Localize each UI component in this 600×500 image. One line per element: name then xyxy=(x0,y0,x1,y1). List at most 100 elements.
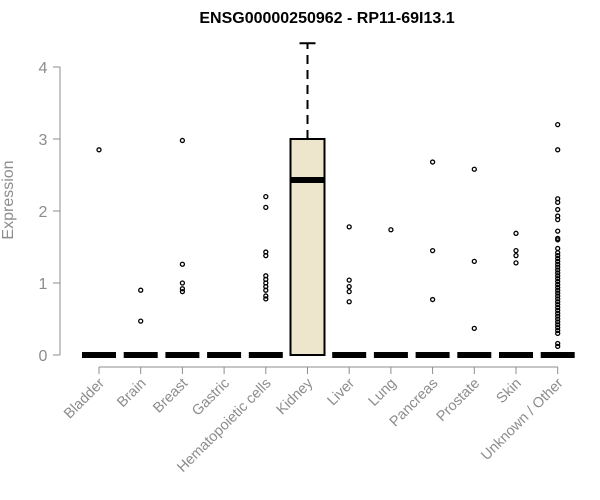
outlier-point xyxy=(346,288,352,295)
outlier-point xyxy=(263,293,269,299)
outlier-point xyxy=(555,267,561,273)
box-group xyxy=(165,137,200,358)
outlier-point xyxy=(555,276,561,282)
outlier-point xyxy=(555,245,561,252)
x-tick-label: Prostate xyxy=(434,376,483,425)
box-group xyxy=(499,230,533,358)
outlier-point xyxy=(555,258,561,265)
outlier-point xyxy=(555,264,561,270)
outlier-point xyxy=(555,327,561,334)
x-tick-label: Kidney xyxy=(274,375,317,418)
box-group xyxy=(82,147,116,358)
outlier-point xyxy=(429,247,436,254)
box-group xyxy=(248,193,283,358)
outlier-point xyxy=(138,318,144,324)
outlier-point xyxy=(513,230,519,236)
outlier-point xyxy=(429,296,436,303)
outlier-point xyxy=(555,299,561,305)
outlier-point xyxy=(555,199,561,206)
outlier-point xyxy=(555,270,561,276)
box-group xyxy=(289,42,326,356)
outlier-point xyxy=(263,287,269,293)
outlier-point xyxy=(555,293,561,299)
outlier-point xyxy=(179,137,186,144)
x-tick-label: Breast xyxy=(150,376,191,417)
outlier-point xyxy=(388,227,394,233)
outlier-point xyxy=(471,325,477,332)
x-tick-label: Liver xyxy=(324,375,358,409)
outlier-point xyxy=(263,193,269,200)
y-tick-label: 4 xyxy=(39,60,48,77)
outlier-point xyxy=(346,299,352,305)
y-tick-label: 2 xyxy=(39,204,48,221)
y-axis-label: Expression xyxy=(0,160,17,239)
x-tick-label: Brain xyxy=(114,376,149,411)
outlier-point xyxy=(555,287,561,293)
iqr-box xyxy=(289,138,326,356)
outlier-point xyxy=(179,286,186,292)
outlier-point xyxy=(555,278,561,285)
outlier-point xyxy=(555,228,561,234)
chart-title: ENSG00000250962 - RP11-69I13.1 xyxy=(199,10,454,27)
outlier-point xyxy=(346,277,352,283)
outlier-point xyxy=(555,261,561,267)
outlier-point xyxy=(555,281,561,288)
box-group xyxy=(373,227,408,358)
outlier-point xyxy=(346,224,352,230)
outlier-point xyxy=(555,307,561,314)
outlier-point xyxy=(179,261,186,267)
plot-area xyxy=(82,42,575,358)
outlier-point xyxy=(555,304,561,311)
outlier-point xyxy=(471,166,477,172)
outlier-point xyxy=(429,159,436,165)
outlier-point xyxy=(555,250,561,256)
outlier-point xyxy=(555,252,561,259)
outlier-point xyxy=(555,206,561,213)
box-group xyxy=(457,166,492,358)
outlier-point xyxy=(555,290,561,296)
outlier-point xyxy=(263,204,269,211)
outlier-point xyxy=(555,322,561,328)
outlier-point xyxy=(263,296,269,302)
box-group xyxy=(332,224,367,358)
outlier-point xyxy=(179,280,186,286)
outlier-point xyxy=(555,324,561,331)
box-group xyxy=(415,159,450,358)
y-tick-label: 0 xyxy=(39,348,48,365)
outlier-point xyxy=(138,287,144,293)
outlier-point xyxy=(555,237,561,243)
outlier-point xyxy=(555,330,561,337)
outlier-point xyxy=(555,319,561,325)
outlier-point xyxy=(263,252,269,259)
box-group xyxy=(123,287,158,358)
outlier-point xyxy=(555,284,561,290)
x-tick-label: Lung xyxy=(366,376,400,410)
outlier-point xyxy=(513,260,519,266)
outlier-point xyxy=(555,301,561,308)
outlier-point xyxy=(513,252,519,259)
outlier-point xyxy=(555,310,561,316)
x-tick-label: Bladder xyxy=(61,375,108,422)
outlier-point xyxy=(555,340,561,347)
outlier-point xyxy=(471,258,477,265)
outlier-point xyxy=(96,147,102,153)
outlier-point xyxy=(179,288,186,295)
outlier-point xyxy=(555,296,561,302)
outlier-point xyxy=(555,121,561,128)
outlier-point xyxy=(555,216,561,223)
outlier-point xyxy=(346,283,352,290)
box-group xyxy=(540,121,575,358)
outlier-point xyxy=(555,316,561,322)
x-tick-label: Skin xyxy=(494,376,525,407)
y-tick-label: 3 xyxy=(39,132,48,149)
outlier-point xyxy=(555,343,561,350)
outlier-point xyxy=(555,255,561,262)
outlier-point xyxy=(555,147,561,153)
outlier-point xyxy=(555,313,561,319)
outlier-point xyxy=(513,247,519,254)
y-tick-label: 1 xyxy=(39,276,48,293)
y-axis: 0 1 2 3 4 xyxy=(39,60,61,365)
outlier-point xyxy=(555,273,561,279)
